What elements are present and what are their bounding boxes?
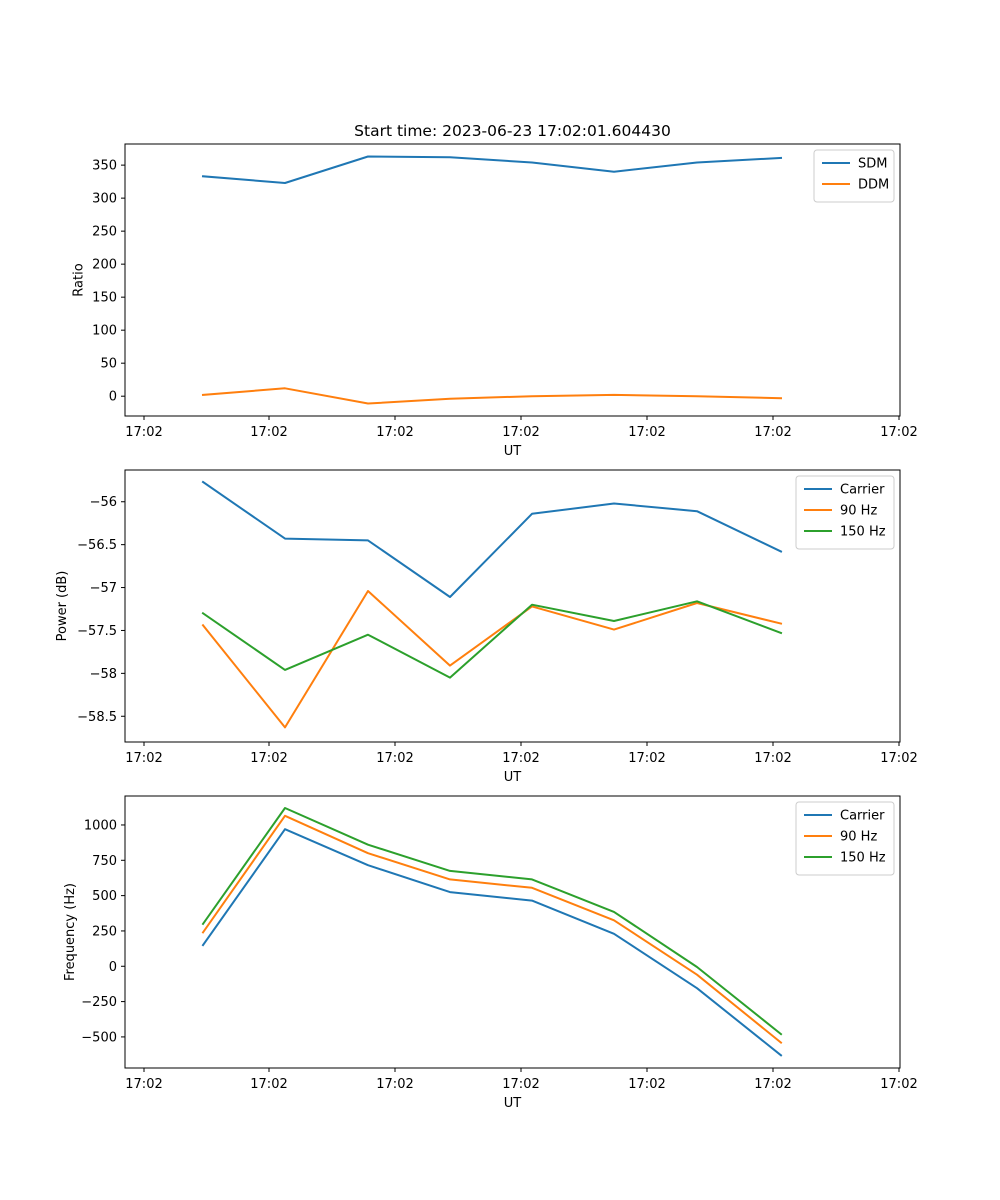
series-line-carrier [201, 480, 783, 598]
x-tick-label: 17:02 [754, 425, 791, 440]
y-axis-label: Frequency (Hz) [63, 883, 78, 981]
y-tick-label: −56.5 [77, 538, 117, 553]
y-tick-label: 500 [92, 889, 117, 904]
legend-label: SDM [858, 157, 887, 172]
y-tick-label: 300 [92, 192, 117, 207]
legend-label: Carrier [840, 483, 885, 498]
legend-label: Carrier [840, 809, 885, 824]
y-tick-label: −58.5 [77, 710, 117, 725]
y-tick-label: 250 [92, 924, 117, 939]
y-tick-label: 150 [92, 291, 117, 306]
legend-label: 150 Hz [840, 525, 886, 540]
x-tick-label: 17:02 [250, 425, 287, 440]
x-tick-label: 17:02 [880, 425, 917, 440]
y-tick-label: 0 [109, 960, 117, 975]
series-line-carrier [201, 828, 783, 1057]
series-line-150-hz [201, 807, 783, 1036]
y-tick-label: 250 [92, 225, 117, 240]
x-tick-label: 17:02 [125, 425, 162, 440]
x-tick-label: 17:02 [628, 751, 665, 766]
x-axis-label: UT [504, 444, 522, 459]
legend-label: DDM [858, 178, 889, 193]
y-tick-label: 350 [92, 159, 117, 174]
x-tick-label: 17:02 [376, 1077, 413, 1092]
y-axis-label: Ratio [71, 263, 86, 296]
y-tick-label: 50 [100, 357, 117, 372]
x-tick-label: 17:02 [376, 751, 413, 766]
legend-label: 90 Hz [840, 504, 877, 519]
x-tick-label: 17:02 [502, 751, 539, 766]
plot-frame-3 [124, 795, 901, 1069]
y-tick-label: −500 [81, 1030, 117, 1045]
x-tick-label: 17:02 [502, 1077, 539, 1092]
series-line-ddm [201, 387, 783, 405]
x-tick-label: 17:02 [125, 751, 162, 766]
series-line-150-hz [201, 600, 783, 679]
y-tick-label: −56 [90, 495, 117, 510]
y-axis-label: Power (dB) [55, 571, 70, 642]
legend-label: 90 Hz [840, 830, 877, 845]
x-tick-label: 17:02 [754, 751, 791, 766]
series-line-90-hz [201, 814, 783, 1045]
x-tick-label: 17:02 [502, 425, 539, 440]
plot-frame-2 [124, 469, 901, 743]
y-tick-label: 1000 [84, 818, 117, 833]
y-tick-label: −250 [81, 995, 117, 1010]
y-tick-label: 0 [109, 390, 117, 405]
y-tick-label: −57.5 [77, 624, 117, 639]
x-tick-label: 17:02 [628, 1077, 665, 1092]
y-tick-label: −57 [90, 581, 117, 596]
series-line-90-hz [201, 590, 783, 729]
y-tick-label: 750 [92, 854, 117, 869]
x-axis-label: UT [504, 1096, 522, 1111]
plot-frame-1 [124, 143, 901, 417]
x-tick-label: 17:02 [376, 425, 413, 440]
chart-title: Start time: 2023-06-23 17:02:01.604430 [354, 122, 671, 140]
x-tick-label: 17:02 [125, 1077, 162, 1092]
x-tick-label: 17:02 [880, 1077, 917, 1092]
x-tick-label: 17:02 [250, 1077, 287, 1092]
y-tick-label: −58 [90, 667, 117, 682]
x-tick-label: 17:02 [880, 751, 917, 766]
legend-label: 150 Hz [840, 851, 886, 866]
x-tick-label: 17:02 [250, 751, 287, 766]
y-tick-label: 100 [92, 324, 117, 339]
y-tick-label: 200 [92, 258, 117, 273]
x-tick-label: 17:02 [754, 1077, 791, 1092]
x-axis-label: UT [504, 770, 522, 785]
series-line-sdm [201, 155, 783, 184]
x-tick-label: 17:02 [628, 425, 665, 440]
